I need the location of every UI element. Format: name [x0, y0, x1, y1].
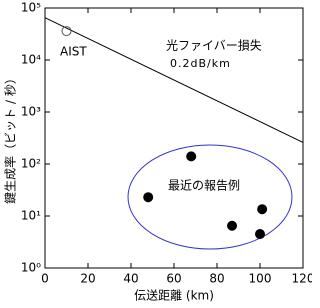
- data-point: [255, 229, 265, 240]
- x-tick-label: 100: [249, 272, 272, 286]
- data-point: [143, 192, 154, 203]
- loss-line: [44, 17, 304, 143]
- annotation: 0.2dB/km: [170, 57, 231, 70]
- y-tick-label: 10⁴: [21, 53, 41, 67]
- y-tick-label: 10³: [21, 105, 41, 119]
- x-tick-label: 40: [123, 272, 138, 286]
- highlight-ellipse: [127, 144, 293, 250]
- y-tick-label: 10²: [21, 157, 41, 171]
- x-tick-label: 60: [166, 272, 181, 286]
- y-tick-label: 10⁰: [21, 261, 41, 275]
- chart: 伝送距離 (km) 鍵生成率（ビット / 秒） 光ファイバー損失 0.2dB/k…: [3, 1, 313, 303]
- y-tick-label: 10¹: [21, 209, 41, 223]
- x-tick-label: 80: [209, 272, 224, 286]
- annotation: 最近の報告例: [168, 179, 240, 193]
- x-axis-label: 伝送距離 (km): [134, 288, 214, 303]
- annotation: 光ファイバー損失: [166, 38, 262, 53]
- y-axis-label: 鍵生成率（ビット / 秒）: [3, 72, 18, 204]
- data-point: [257, 204, 268, 215]
- annotation: AIST: [60, 45, 87, 59]
- y-tick-label: 10⁵: [21, 1, 41, 15]
- data-point: [227, 220, 238, 231]
- x-tick-label: 120: [292, 272, 312, 286]
- data-point: [186, 151, 197, 162]
- x-tick-label: 0: [41, 272, 49, 286]
- data-point: [61, 26, 72, 37]
- x-tick-label: 20: [80, 272, 95, 286]
